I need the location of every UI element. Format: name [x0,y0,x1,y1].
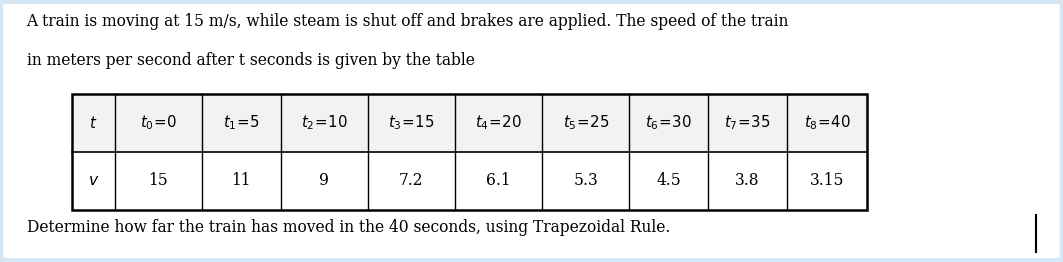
FancyBboxPatch shape [3,4,1060,258]
Text: $v$: $v$ [88,172,99,189]
Text: 15: 15 [149,172,168,189]
Text: 9: 9 [319,172,330,189]
Bar [72,94,867,210]
Text: $t_6\!=\!30$: $t_6\!=\!30$ [645,114,692,133]
Text: $t$: $t$ [89,115,98,131]
Text: 3.15: 3.15 [810,172,844,189]
Text: A train is moving at 15 m/s, while steam is shut off and brakes are applied. The: A train is moving at 15 m/s, while steam… [27,13,789,30]
Text: in meters per second after t seconds is given by the table: in meters per second after t seconds is … [27,52,474,69]
Bar [72,94,867,152]
Text: 4.5: 4.5 [656,172,681,189]
Text: $t_2\!=\!10$: $t_2\!=\!10$ [301,114,348,133]
Text: $t_3\!=\!15$: $t_3\!=\!15$ [388,114,435,133]
Text: $t_7\!=\!35$: $t_7\!=\!35$ [724,114,771,133]
Text: 5.3: 5.3 [573,172,598,189]
Text: $t_8\!=\!40$: $t_8\!=\!40$ [804,114,850,133]
Text: $t_5\!=\!25$: $t_5\!=\!25$ [562,114,609,133]
Text: $t_1\!=\!5$: $t_1\!=\!5$ [223,114,259,133]
Text: 7.2: 7.2 [399,172,424,189]
Text: 11: 11 [232,172,251,189]
Text: $t_4\!=\!20$: $t_4\!=\!20$ [475,114,522,133]
Text: Determine how far the train has moved in the 40 seconds, using Trapezoidal Rule.: Determine how far the train has moved in… [27,219,670,236]
Text: $t_0\!=\!0$: $t_0\!=\!0$ [140,114,176,133]
Text: 6.1: 6.1 [486,172,511,189]
Text: 3.8: 3.8 [735,172,760,189]
Bar [72,94,867,210]
